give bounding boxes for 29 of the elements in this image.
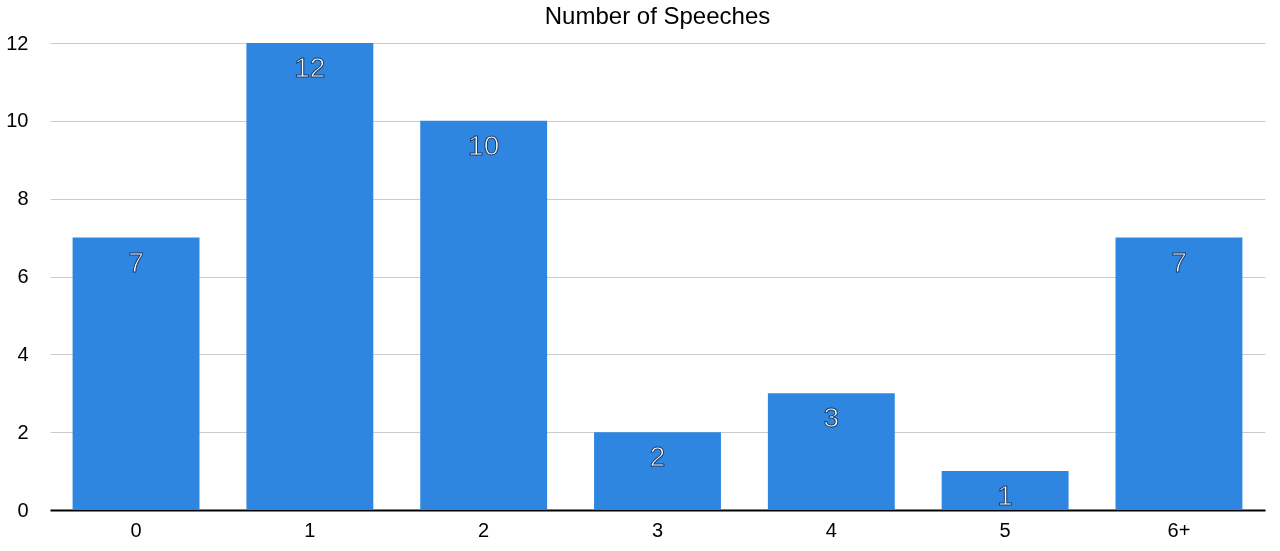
bar [1115, 237, 1243, 510]
bar [767, 393, 895, 510]
x-tick-label: 0 [130, 518, 142, 541]
y-tick-label: 4 [17, 342, 29, 365]
bar [941, 471, 1069, 510]
x-tick-label: 3 [651, 518, 664, 541]
data-label: 7 [1171, 246, 1187, 278]
bar [420, 120, 548, 510]
x-tick-label: 1 [304, 518, 316, 541]
bar [72, 237, 200, 510]
data-label: 3 [823, 402, 840, 434]
chart-title: Number of Speeches [544, 2, 771, 29]
bar [594, 432, 721, 510]
y-tick-label: 0 [17, 498, 29, 521]
data-label: 12 [294, 52, 326, 83]
y-tick-label: 10 [6, 109, 29, 132]
data-label: 2 [649, 441, 666, 473]
x-tick-label: 2 [478, 518, 490, 541]
x-tick-label: 6+ [1167, 518, 1191, 541]
data-label: 1 [997, 480, 1013, 512]
data-label: 10 [468, 129, 500, 161]
x-tick-label: 5 [999, 518, 1011, 541]
y-tick-label: 2 [17, 420, 29, 443]
bar [246, 43, 374, 510]
data-label: 7 [128, 246, 144, 278]
y-tick-label: 6 [17, 265, 29, 287]
x-tick-label: 4 [825, 518, 837, 541]
y-tick-label: 12 [6, 31, 29, 54]
y-tick-label: 8 [17, 187, 29, 210]
